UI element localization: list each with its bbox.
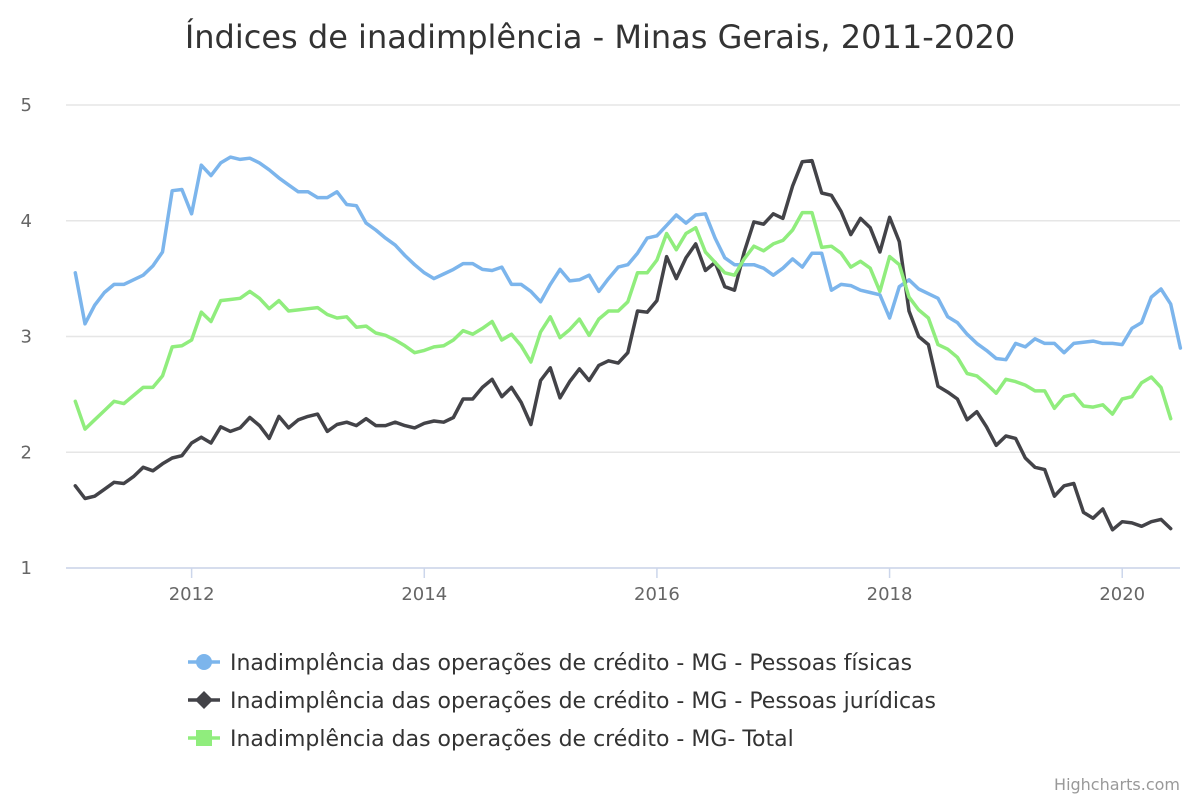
series-line-1[interactable] xyxy=(73,155,1183,362)
legend-diamond-marker-icon xyxy=(195,691,213,709)
legend-item-1[interactable]: Inadimplência das operações de crédito -… xyxy=(188,651,912,676)
series-points-1 xyxy=(71,153,1184,364)
x-tick-label: 2014 xyxy=(401,584,447,605)
x-tick-label: 2016 xyxy=(634,584,680,605)
y-tick-label: 5 xyxy=(21,95,32,116)
y-tick-label: 2 xyxy=(21,442,32,463)
x-tick-label: 2012 xyxy=(169,584,215,605)
y-tick-label: 1 xyxy=(21,558,32,579)
y-axis: 1 2 3 4 5 xyxy=(21,95,32,579)
series-points-3 xyxy=(71,209,1174,434)
legend-item-3[interactable]: Inadimplência das operações de crédito -… xyxy=(188,727,794,752)
series-line-2[interactable] xyxy=(73,158,1173,532)
x-axis: 2012 2014 2016 2018 2020 xyxy=(66,567,1180,605)
legend-label: Inadimplência das operações de crédito -… xyxy=(230,689,936,714)
chart-title: Índices de inadimplência - Minas Gerais,… xyxy=(185,18,1015,56)
series-group xyxy=(71,153,1184,534)
legend-square-marker-icon xyxy=(196,730,212,746)
series-points-2 xyxy=(71,157,1174,534)
y-tick-label: 3 xyxy=(21,327,32,348)
x-tick-label: 2018 xyxy=(867,584,913,605)
y-tick-label: 4 xyxy=(21,211,32,232)
series-line-3[interactable] xyxy=(73,210,1173,431)
legend: Inadimplência das operações de crédito -… xyxy=(188,651,936,752)
credits-link[interactable]: Highcharts.com xyxy=(1054,775,1180,794)
legend-label: Inadimplência das operações de crédito -… xyxy=(230,727,794,752)
legend-label: Inadimplência das operações de crédito -… xyxy=(230,651,912,676)
x-tick-label: 2020 xyxy=(1099,584,1145,605)
legend-item-2[interactable]: Inadimplência das operações de crédito -… xyxy=(188,689,936,714)
grid xyxy=(66,104,1180,569)
legend-circle-marker-icon xyxy=(196,654,212,670)
